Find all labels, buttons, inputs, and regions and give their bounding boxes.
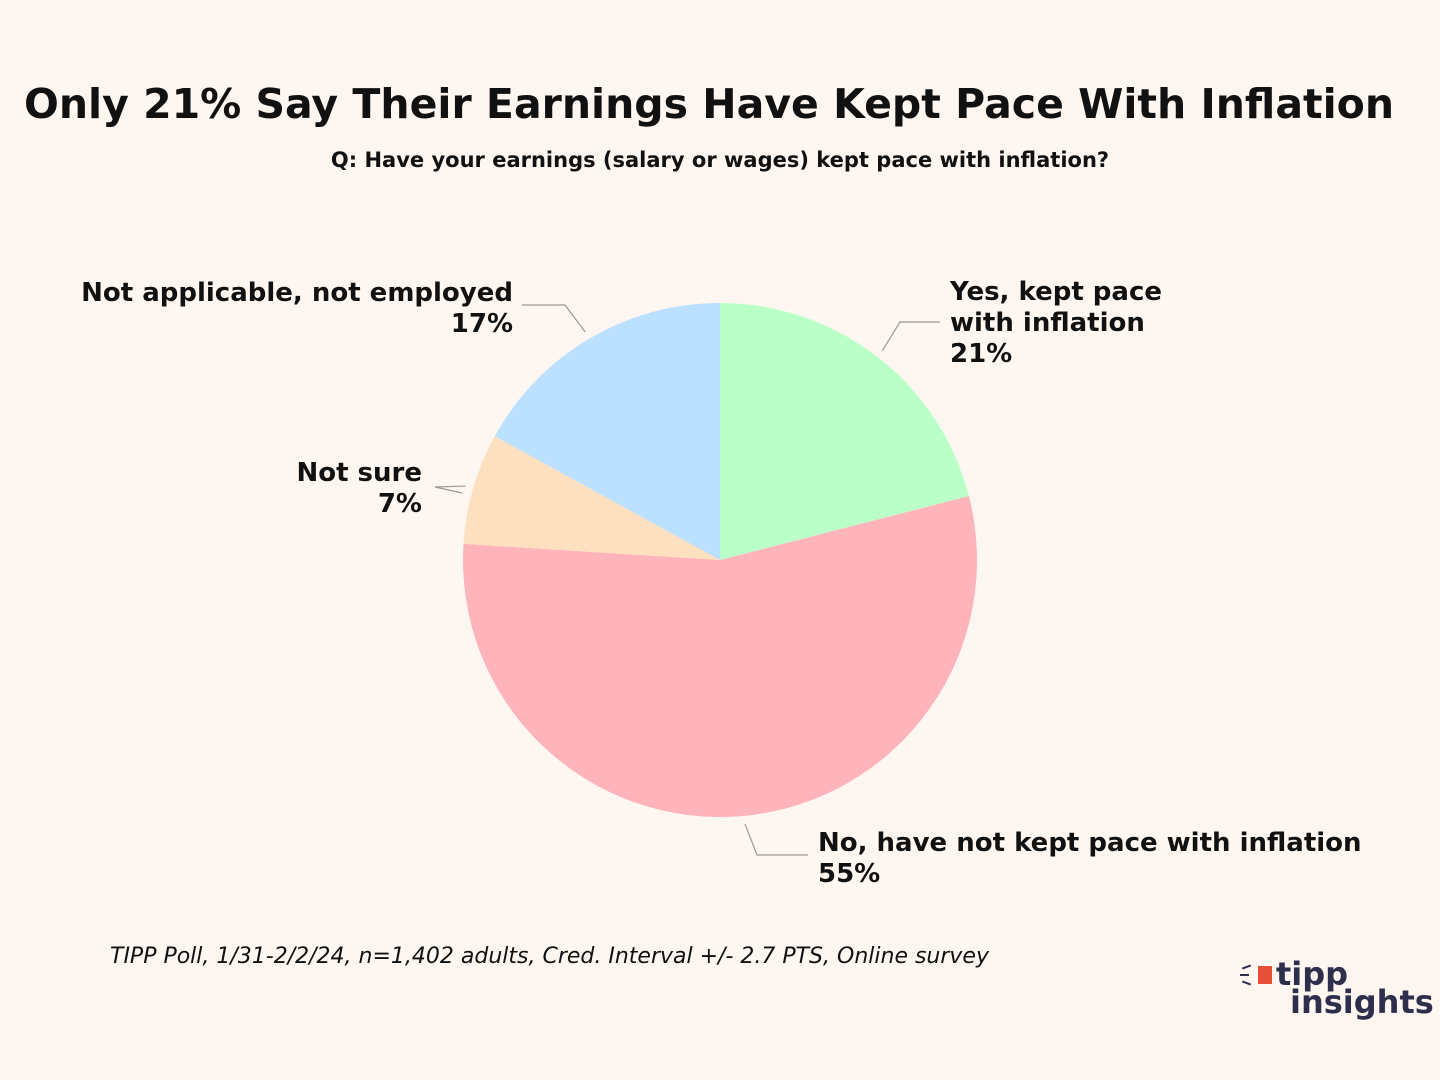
- slice-label-yes: Yes, kept pace with inflation 21%: [950, 277, 1230, 370]
- slice-label-not-sure-text: Not sure: [296, 458, 422, 488]
- slice-value-yes: 21%: [950, 339, 1013, 369]
- slice-label-not-sure: Not sure 7%: [220, 458, 422, 520]
- leader-line-no: [744, 823, 808, 856]
- slice-label-no-text: No, have not kept pace with inflation: [818, 828, 1362, 858]
- chart-title: Only 21% Say Their Earnings Have Kept Pa…: [23, 80, 1395, 128]
- footnote: TIPP Poll, 1/31-2/2/24, n=1,402 adults, …: [110, 944, 989, 969]
- slice-label-not-applicable: Not applicable, not employed 17%: [70, 278, 513, 340]
- slice-label-not-applicable-text: Not applicable, not employed: [81, 278, 513, 308]
- slice-value-not-applicable: 17%: [450, 309, 513, 339]
- logo-ray-icon: [1240, 974, 1249, 976]
- slice-label-yes-text: Yes, kept pace with inflation: [950, 277, 1162, 338]
- logo-line1: tipp: [1276, 955, 1349, 993]
- logo-ray-icon: [1241, 964, 1252, 970]
- leader-line-not-applicable: [522, 304, 586, 333]
- pie-slice-not-sure: [463, 436, 720, 560]
- pie-slice-not-applicable: [494, 303, 720, 560]
- logo-ray-icon: [1241, 980, 1252, 986]
- slice-label-no: No, have not kept pace with inflation 55…: [818, 828, 1378, 890]
- tipp-insights-logo: tipp insights: [1238, 955, 1434, 1028]
- slice-value-no: 55%: [818, 859, 881, 889]
- logo-line2: insights: [1290, 983, 1434, 1021]
- pie-slice-yes: [720, 303, 969, 560]
- leader-line-not-sure: [434, 485, 466, 494]
- logo-mark-icon: [1258, 966, 1272, 984]
- slice-value-not-sure: 7%: [377, 489, 422, 519]
- leader-line-yes: [881, 321, 940, 351]
- chart-subtitle: Q: Have your earnings (salary or wages) …: [330, 148, 1110, 172]
- pie-slice-no: [463, 496, 977, 818]
